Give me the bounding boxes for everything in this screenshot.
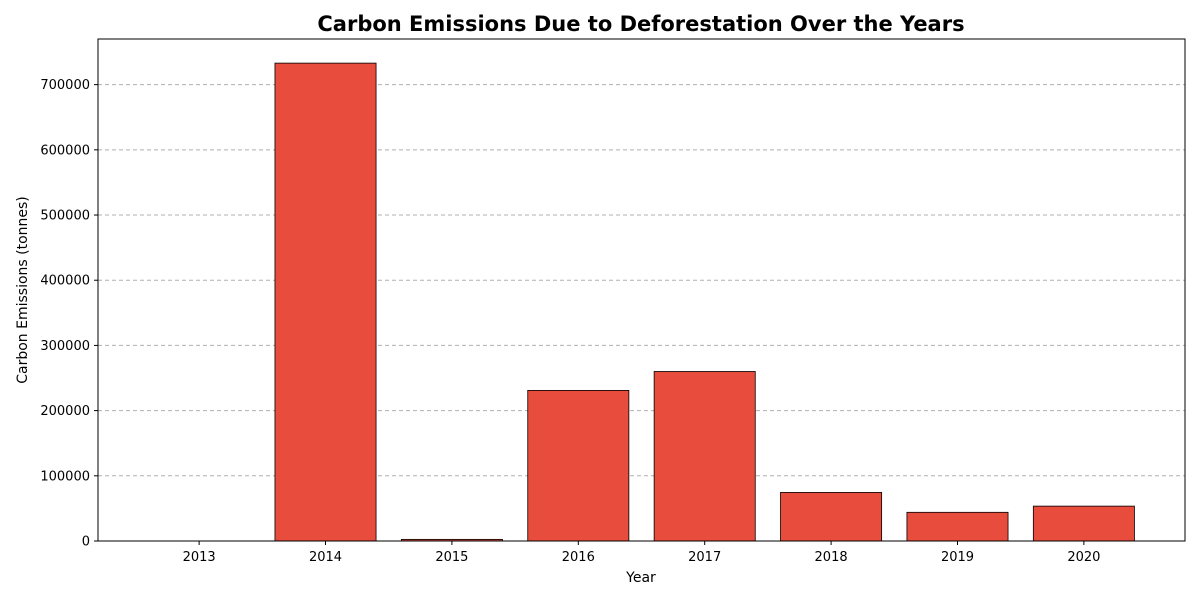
- y-tick-label: 100000: [40, 469, 90, 484]
- x-tick-label: 2019: [941, 550, 974, 565]
- y-tick-label: 300000: [40, 339, 90, 354]
- bar-layer: [274, 62, 1135, 542]
- bar-2018: [780, 492, 883, 542]
- y-tick-label: 700000: [40, 78, 90, 93]
- y-tick-label: 600000: [40, 143, 90, 158]
- bar-2017: [653, 371, 756, 542]
- bar-2020: [1032, 505, 1135, 542]
- plot-frame: [97, 38, 1186, 542]
- bar-2019: [906, 511, 1009, 542]
- y-tick-label: 400000: [40, 274, 90, 289]
- x-axis: 2013 2014 2015 2016 2017 2018 2019 2020: [183, 541, 1100, 565]
- bar-2014: [274, 62, 377, 542]
- x-axis-label: Year: [625, 570, 656, 586]
- y-tick-label: 200000: [40, 404, 90, 419]
- bar-2016: [527, 389, 630, 542]
- y-tick-label: 0: [82, 535, 90, 550]
- x-tick-label: 2018: [815, 550, 848, 565]
- y-tick-label: 500000: [40, 209, 90, 224]
- x-tick-label: 2017: [688, 550, 721, 565]
- y-axis: 0 100000 200000 300000 400000 500000 600000 700…: [40, 78, 98, 550]
- x-tick-label: 2020: [1067, 550, 1100, 565]
- x-tick-label: 2013: [183, 550, 216, 565]
- x-tick-label: 2015: [435, 550, 468, 565]
- x-tick-label: 2016: [562, 550, 595, 565]
- chart-title: Carbon Emissions Due to Deforestation Ov…: [317, 12, 964, 36]
- x-tick-label: 2014: [309, 550, 342, 565]
- y-axis-label: Carbon Emissions (tonnes): [15, 196, 31, 384]
- grid-layer: [98, 84, 1185, 477]
